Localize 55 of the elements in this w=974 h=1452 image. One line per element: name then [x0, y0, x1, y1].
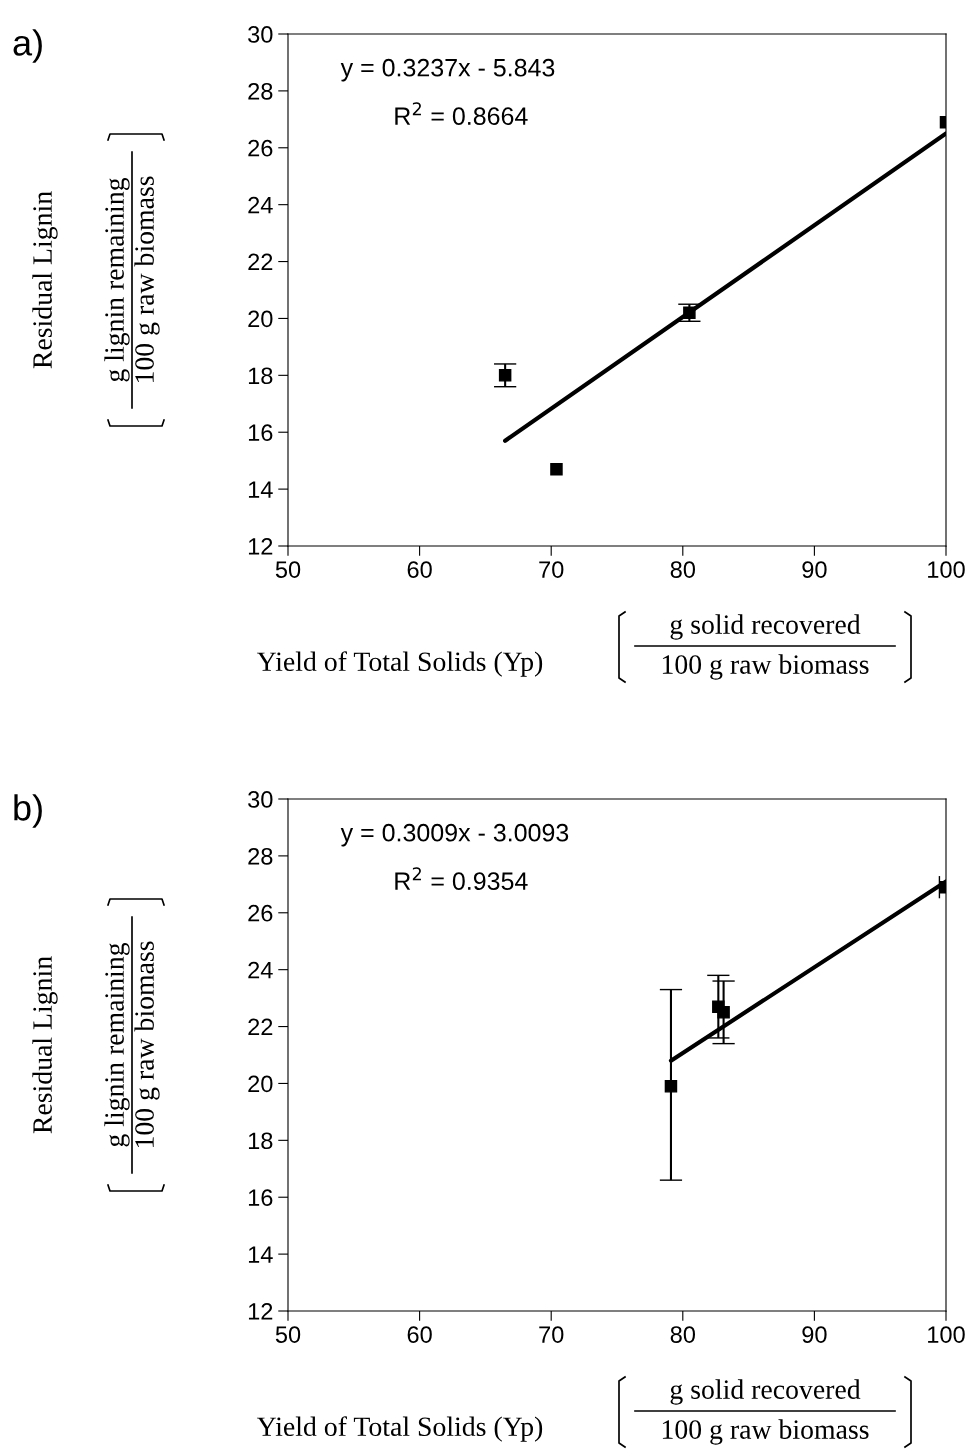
- text: g lignin remaining: [104, 942, 130, 1147]
- x-tick-label: 80: [670, 561, 696, 578]
- text: g solid recovered: [670, 1379, 861, 1405]
- text: g lignin remaining: [104, 177, 130, 382]
- annotation: R$^{2}$ = 0.8664: [395, 102, 528, 125]
- x-tick-label: 60: [407, 561, 432, 578]
- y-tick-label: 14: [248, 1246, 273, 1263]
- y-tick-label: 20: [248, 1075, 273, 1093]
- x-tick-label: 70: [539, 561, 564, 578]
- y-tick-label: 26: [248, 904, 273, 922]
- y-tick-label: 30: [248, 26, 273, 43]
- y-tick-label: 18: [248, 1132, 273, 1150]
- y-tick-label: 22: [248, 253, 273, 271]
- x-axis-title: Yield of Total Solids (Yp): [256, 1416, 543, 1442]
- y-tick-label: 24: [248, 196, 273, 214]
- text: g solid recovered: [670, 614, 861, 640]
- y-tick-label: 16: [248, 424, 273, 442]
- annotation: y = 0.3237x - 5.843: [340, 58, 555, 82]
- x-tick-label: 90: [802, 1326, 827, 1343]
- y-axis-title: Residual Lignin: [32, 191, 58, 369]
- point: [683, 306, 696, 320]
- y-tick-label: 30: [248, 791, 273, 808]
- x-tick-label: 70: [539, 1326, 564, 1343]
- text: 100 g raw biomass: [662, 1419, 869, 1445]
- y-tick-label: 28: [248, 82, 273, 100]
- text: 100 g raw biomass: [134, 176, 160, 383]
- text: 100 g raw biomass: [662, 654, 869, 680]
- annotation: R$^{2}$ = 0.9354: [395, 867, 528, 890]
- y-tick-label: 18: [248, 367, 273, 385]
- y-tick-label: 26: [248, 139, 273, 157]
- y-axis-title: Residual Lignin: [32, 956, 58, 1134]
- point: [498, 369, 512, 382]
- x-tick-label: 50: [275, 561, 301, 578]
- y-tick-label: 12: [248, 538, 273, 555]
- point: [550, 462, 563, 476]
- chart-title: a): [13, 29, 42, 63]
- y-tick-label: 24: [248, 961, 273, 979]
- annotation: y = 0.3009x - 3.0093: [340, 823, 569, 847]
- x-tick-label: 80: [670, 1326, 696, 1343]
- x-tick-label: 100: [928, 1326, 965, 1343]
- y-tick-label: 12: [248, 1303, 273, 1320]
- point: [717, 1006, 730, 1019]
- x-axis-title: Yield of Total Solids (Yp): [256, 651, 543, 677]
- x-tick-label: 50: [275, 1326, 301, 1343]
- y-tick-label: 20: [248, 310, 273, 328]
- x-tick-label: 60: [407, 1326, 432, 1343]
- point: [664, 1080, 678, 1093]
- y-tick-label: 28: [248, 847, 273, 865]
- y-tick-label: 22: [248, 1018, 273, 1036]
- text: 100 g raw biomass: [134, 941, 160, 1148]
- chart-title: b): [14, 794, 42, 828]
- x-tick-label: 100: [928, 561, 965, 578]
- y-tick-label: 16: [248, 1189, 273, 1207]
- y-tick-label: 14: [248, 481, 273, 498]
- x-tick-label: 90: [802, 561, 827, 578]
